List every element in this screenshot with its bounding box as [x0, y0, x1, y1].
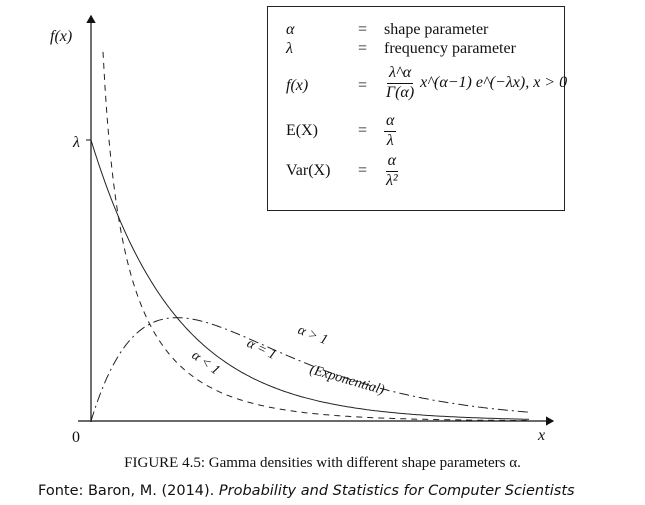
fraction-denominator: λ [386, 131, 394, 149]
legend-eq: = [358, 162, 368, 179]
variance-fraction: α λ² [384, 152, 400, 190]
fraction-numerator: λ^α [387, 64, 414, 84]
curves-group [90, 51, 530, 422]
legend-lhs: E(X) [286, 122, 318, 139]
label-alpha-lt-1: α < 1 [189, 348, 223, 378]
legend-eq: = [358, 40, 368, 57]
mean-fraction: α λ [384, 112, 397, 150]
legend-rhs: shape parameter [384, 21, 489, 38]
density-fraction: λ^α Γ(α) [384, 64, 416, 102]
legend-lhs: Var(X) [286, 162, 331, 179]
label-alpha-eq-1: α = 1 [244, 336, 278, 363]
origin-label: 0 [72, 429, 80, 446]
legend-lhs: f(x) [286, 77, 309, 94]
legend-rhs: α λ [384, 112, 397, 150]
legend-rhs: λ^α Γ(α) x^(α−1) e^(−λx), x > 0 [384, 64, 568, 102]
y-axis-label: f(x) [50, 28, 72, 45]
curve-series-0 [90, 139, 530, 420]
fraction-denominator: Γ(α) [386, 83, 415, 101]
legend-lhs: α [286, 21, 295, 38]
legend-eq: = [358, 21, 368, 38]
source-prefix: Fonte: Baron, M. (2014). [38, 483, 219, 499]
legend-rhs: frequency parameter [384, 40, 516, 57]
legend-lhs: λ [286, 40, 293, 57]
figure-caption: FIGURE 4.5: Gamma densities with differe… [124, 455, 521, 471]
curve-series-2 [90, 317, 530, 422]
fraction-numerator: α [384, 112, 397, 132]
source-title: Probability and Statistics for Computer … [218, 483, 575, 499]
formula-box: α = shape parameter λ = frequency parame… [267, 6, 568, 211]
legend-eq: = [358, 77, 368, 94]
fraction-numerator: α [385, 152, 399, 172]
source-citation: Fonte: Baron, M. (2014). Probability and… [38, 483, 575, 499]
density-tail: x^(α−1) e^(−λx), x > 0 [420, 73, 568, 91]
x-axis-label: x [537, 427, 545, 444]
legend-rhs: α λ² [384, 152, 400, 190]
legend-eq: = [358, 122, 368, 139]
y-tick-lambda: λ [72, 134, 80, 151]
label-exponential: (Exponential) [308, 362, 386, 398]
fraction-denominator: λ² [386, 171, 398, 189]
label-alpha-gt-1: α > 1 [296, 323, 330, 348]
curve-series-1 [102, 51, 529, 422]
